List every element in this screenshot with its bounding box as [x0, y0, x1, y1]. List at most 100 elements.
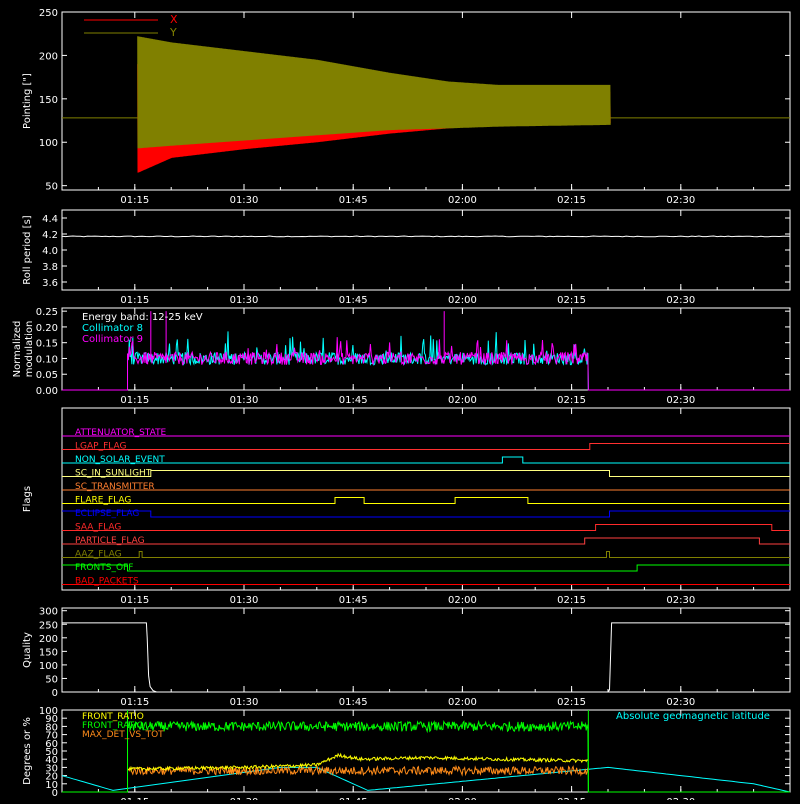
y-axis-label: modulation	[24, 321, 35, 378]
time-tick-label: 01:15	[120, 295, 149, 306]
flag-label: SAA_FLAG	[75, 523, 121, 533]
modulation-annotation: Energy band: 12-25 keV	[82, 312, 203, 323]
y-series-line	[137, 36, 611, 149]
y-tick-label: 90	[45, 714, 58, 725]
time-tick-label: 02:15	[557, 697, 586, 708]
time-tick-label: 01:45	[339, 595, 368, 606]
flag-label: ECLIPSE_FLAG	[75, 509, 139, 519]
flag-line-aaz-flag	[62, 551, 790, 558]
y-tick-label: 40	[45, 755, 58, 766]
time-tick-label: 01:45	[339, 697, 368, 708]
time-tick-label: 02:30	[666, 395, 695, 406]
flag-label: LGAP_FLAG	[75, 442, 126, 452]
y-axis-label: Normalized	[12, 321, 23, 378]
y-tick-label: 10	[45, 780, 58, 791]
flag-label: SC_IN_SUNLIGHT	[75, 469, 152, 479]
flag-line-flare-flag	[62, 497, 790, 504]
y-axis-label: Degrees or %	[22, 717, 33, 785]
roll-panel: 01:15 01:30 01:45 02:00 02:15 02:30 3.6 3.8 4.0 4…	[22, 209, 791, 306]
y-tick-label: 70	[45, 731, 58, 742]
front-ratio-line	[127, 752, 589, 773]
time-tick-label: 01:30	[230, 395, 259, 406]
time-tick-label: 01:45	[339, 295, 368, 306]
time-tick-label: 01:15	[120, 697, 149, 708]
flag-label: FRONTS_OFF	[75, 563, 133, 573]
y-tick-label: 4.0	[42, 246, 58, 257]
quality-line	[62, 622, 790, 693]
flag-label: NON_SOLAR_EVENT	[75, 455, 165, 465]
y-tick-label: 300	[39, 607, 58, 618]
geo-legend-label: FRONT_RATIO	[82, 712, 144, 722]
y-tick-label: 250	[39, 620, 58, 631]
time-tick-label: 02:00	[448, 697, 477, 708]
y-tick-label: 0.20	[36, 323, 58, 334]
flags-panel: 01:15 01:30 01:45 02:00 02:15 02:30 Flags ATTEN…	[22, 407, 791, 606]
y-tick-label: 100	[39, 138, 58, 149]
y-tick-label: 0.10	[36, 354, 58, 365]
flag-line-sc-in-sunlight	[62, 470, 790, 477]
time-tick-label: 02:30	[666, 295, 695, 306]
flag-line-particle-flag	[62, 537, 790, 545]
y-tick-label: 0	[52, 688, 58, 699]
flag-label: SC_TRANSMITTER	[75, 482, 155, 492]
flag-line-eclipse-flag	[62, 510, 790, 518]
time-tick-label: 02:15	[557, 395, 586, 406]
y-tick-label: 3.8	[42, 262, 58, 273]
modulation-annotation: Collimator 8	[82, 323, 143, 334]
geo-legend-label: FRONT_RATIO_	[82, 721, 149, 731]
y-tick-label: 30	[45, 763, 58, 774]
collimator-9-line	[62, 337, 790, 391]
flag-label: FLARE_FLAG	[75, 496, 131, 506]
front-ratio-2-line	[62, 719, 790, 793]
flag-label: PARTICLE_FLAG	[75, 536, 145, 546]
y-tick-label: 3.6	[42, 278, 58, 289]
quality-panel: 01:15 01:30 01:45 02:00 02:15 02:30 0 50 100 150 2…	[22, 607, 791, 708]
geomagnetic-annotation: Absolute geomagnetic latitude	[616, 711, 770, 722]
time-tick-label: 01:45	[339, 195, 368, 206]
y-tick-label: 60	[45, 739, 58, 750]
pointing-panel: 01:15 01:30 01:45 02:00 02:15 02:30 50 100 150 20…	[22, 8, 791, 206]
y-tick-label: 200	[39, 51, 58, 62]
time-tick-label: 02:00	[448, 195, 477, 206]
y-tick-label: 0.00	[36, 386, 58, 397]
y-tick-label: 50	[45, 182, 58, 193]
time-tick-label: 02:30	[666, 195, 695, 206]
y-tick-label: 80	[45, 722, 58, 733]
legend-label-y: Y	[169, 26, 177, 39]
y-axis-label: Flags	[22, 486, 33, 512]
y-tick-label: 4.2	[42, 230, 58, 241]
legend-label-x: X	[170, 13, 178, 26]
modulation-annotation: Collimator 9	[82, 334, 143, 345]
time-tick-label: 02:00	[448, 595, 477, 606]
time-tick-label: 02:30	[666, 697, 695, 708]
y-axis-label: Pointing ["]	[22, 73, 33, 129]
time-tick-label: 02:00	[448, 295, 477, 306]
time-tick-label: 02:15	[557, 595, 586, 606]
y-tick-label: 4.4	[42, 214, 58, 225]
time-tick-label: 01:30	[230, 595, 259, 606]
flag-line-fronts-off	[62, 564, 790, 572]
time-tick-label: 01:15	[120, 595, 149, 606]
y-tick-label: 200	[39, 634, 58, 645]
y-tick-label: 100	[39, 661, 58, 672]
y-tick-label: 0	[52, 788, 58, 799]
time-tick-label: 01:15	[120, 395, 149, 406]
time-tick-label: 02:00	[448, 395, 477, 406]
time-tick-label: 02:15	[557, 195, 586, 206]
y-tick-label: 150	[39, 647, 58, 658]
y-tick-label: 0.25	[36, 307, 58, 318]
flag-line-non-solar-event	[62, 456, 790, 464]
y-tick-label: 0.05	[36, 370, 58, 381]
roll-period-line	[61, 235, 790, 238]
flag-label: BAD_PACKETS	[75, 577, 139, 587]
time-tick-label: 01:15	[120, 195, 149, 206]
time-tick-label: 01:45	[339, 395, 368, 406]
modulation-panel: 01:15 01:30 01:45 02:00 02:15 02:30 0.00 0.05 0.…	[12, 307, 791, 406]
flag-line-lgap-flag	[62, 443, 790, 450]
time-tick-label: 01:30	[230, 295, 259, 306]
time-tick-label: 01:30	[230, 195, 259, 206]
y-tick-label: 100	[39, 706, 58, 717]
y-tick-label: 20	[45, 772, 58, 783]
y-tick-label: 0.15	[36, 339, 58, 350]
